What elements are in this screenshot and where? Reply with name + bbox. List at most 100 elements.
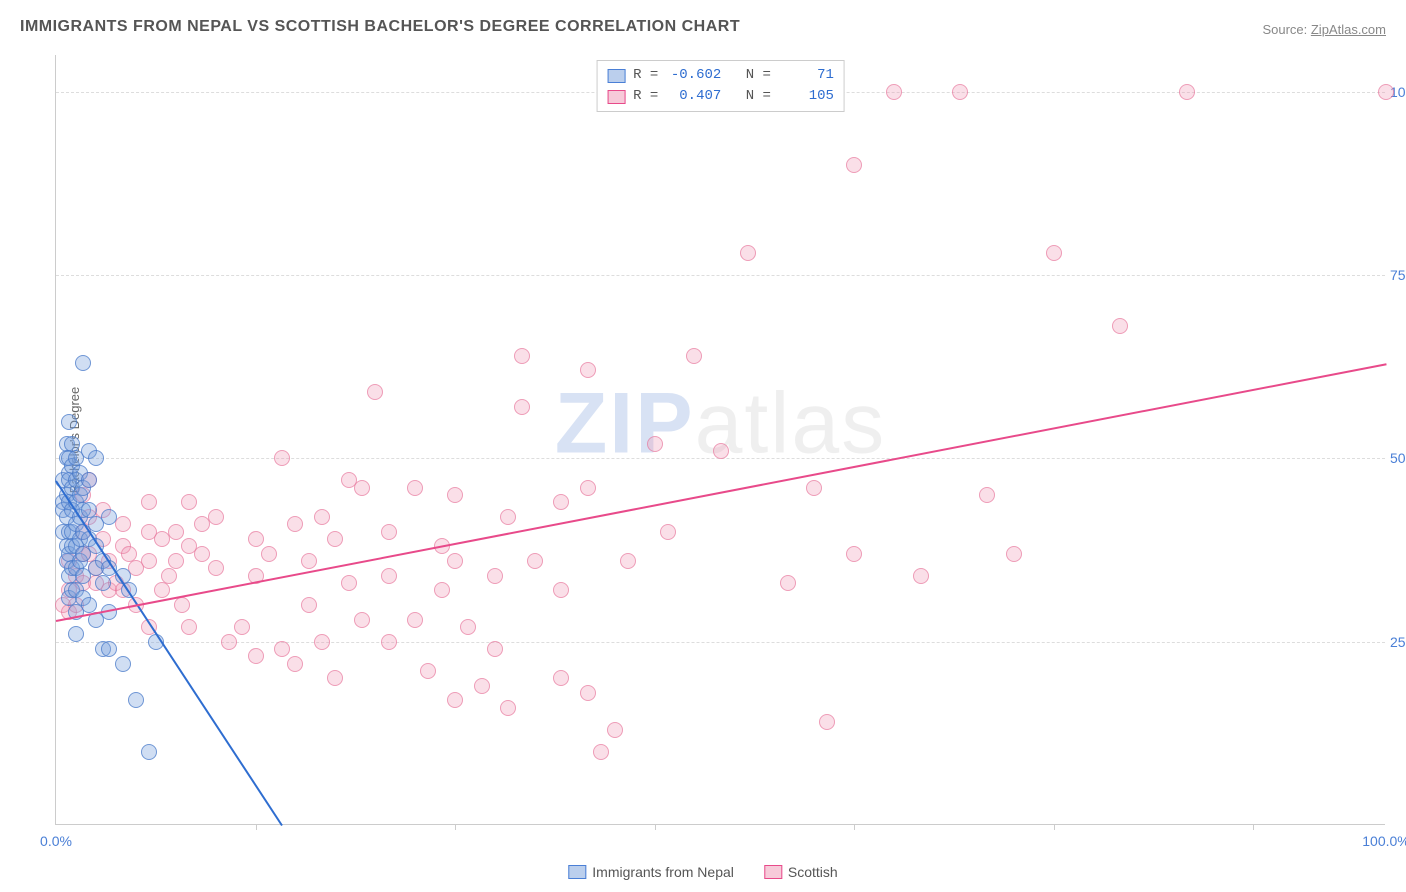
- data-point-pink: [846, 157, 862, 173]
- data-point-pink: [580, 362, 596, 378]
- x-tick: [854, 824, 855, 830]
- data-point-pink: [713, 443, 729, 459]
- data-point-pink: [161, 568, 177, 584]
- data-point-pink: [460, 619, 476, 635]
- data-point-blue: [141, 744, 157, 760]
- data-point-pink: [1112, 318, 1128, 334]
- data-point-pink: [514, 348, 530, 364]
- gridline: [56, 642, 1385, 643]
- correlation-legend: R = -0.602 N = 71 R = 0.407 N = 105: [596, 60, 845, 112]
- data-point-pink: [434, 582, 450, 598]
- legend-label-pink: Scottish: [788, 864, 838, 880]
- data-point-pink: [514, 399, 530, 415]
- data-point-pink: [846, 546, 862, 562]
- data-point-pink: [1378, 84, 1394, 100]
- data-point-blue: [101, 509, 117, 525]
- data-point-blue: [81, 472, 97, 488]
- legend-row-blue: R = -0.602 N = 71: [607, 65, 834, 86]
- legend-row-pink: R = 0.407 N = 105: [607, 86, 834, 107]
- swatch-blue: [568, 865, 586, 879]
- data-point-pink: [261, 546, 277, 562]
- r-label: R =: [633, 86, 658, 107]
- data-point-pink: [181, 494, 197, 510]
- data-point-blue: [128, 692, 144, 708]
- chart-title: IMMIGRANTS FROM NEPAL VS SCOTTISH BACHEL…: [20, 18, 740, 36]
- data-point-pink: [341, 575, 357, 591]
- data-point-pink: [447, 487, 463, 503]
- data-point-pink: [208, 560, 224, 576]
- data-point-pink: [168, 524, 184, 540]
- data-point-pink: [474, 678, 490, 694]
- data-point-pink: [487, 641, 503, 657]
- x-tick-label: 100.0%: [1362, 833, 1406, 849]
- data-point-pink: [314, 509, 330, 525]
- data-point-pink: [327, 670, 343, 686]
- swatch-pink: [607, 90, 625, 104]
- data-point-pink: [301, 553, 317, 569]
- data-point-pink: [979, 487, 995, 503]
- data-point-pink: [221, 634, 237, 650]
- gridline: [56, 275, 1385, 276]
- data-point-pink: [500, 509, 516, 525]
- data-point-pink: [274, 641, 290, 657]
- data-point-pink: [287, 656, 303, 672]
- data-point-blue: [95, 575, 111, 591]
- source-name[interactable]: ZipAtlas.com: [1311, 22, 1386, 37]
- data-point-pink: [381, 524, 397, 540]
- data-point-pink: [141, 553, 157, 569]
- data-point-pink: [740, 245, 756, 261]
- n-label: N =: [746, 65, 771, 86]
- data-point-blue: [68, 626, 84, 642]
- source-attribution: Source: ZipAtlas.com: [1262, 22, 1386, 37]
- n-label: N =: [746, 86, 771, 107]
- data-point-pink: [301, 597, 317, 613]
- data-point-pink: [607, 722, 623, 738]
- data-point-pink: [952, 84, 968, 100]
- data-point-pink: [647, 436, 663, 452]
- data-point-pink: [553, 494, 569, 510]
- data-point-pink: [314, 634, 330, 650]
- data-point-pink: [194, 546, 210, 562]
- data-point-pink: [593, 744, 609, 760]
- x-tick: [655, 824, 656, 830]
- data-point-pink: [154, 582, 170, 598]
- data-point-blue: [115, 656, 131, 672]
- data-point-blue: [75, 355, 91, 371]
- data-point-pink: [407, 612, 423, 628]
- data-point-pink: [274, 450, 290, 466]
- data-point-pink: [913, 568, 929, 584]
- x-tick: [256, 824, 257, 830]
- data-point-pink: [287, 516, 303, 532]
- legend-item-pink: Scottish: [764, 864, 838, 880]
- data-point-pink: [248, 531, 264, 547]
- scatter-chart: ZIPatlas Bachelor's Degree R = -0.602 N …: [55, 55, 1385, 825]
- data-point-blue: [61, 414, 77, 430]
- data-point-pink: [1006, 546, 1022, 562]
- data-point-pink: [580, 480, 596, 496]
- data-point-pink: [354, 480, 370, 496]
- data-point-pink: [367, 384, 383, 400]
- data-point-pink: [553, 670, 569, 686]
- data-point-pink: [487, 568, 503, 584]
- data-point-pink: [168, 553, 184, 569]
- data-point-pink: [620, 553, 636, 569]
- data-point-blue: [88, 450, 104, 466]
- data-point-pink: [181, 619, 197, 635]
- data-point-blue: [101, 641, 117, 657]
- data-point-pink: [354, 612, 370, 628]
- data-point-pink: [447, 553, 463, 569]
- swatch-blue: [607, 69, 625, 83]
- swatch-pink: [764, 865, 782, 879]
- trend-line-pink: [56, 363, 1386, 622]
- r-value-pink: 0.407: [666, 86, 721, 107]
- data-point-blue: [81, 502, 97, 518]
- data-point-pink: [234, 619, 250, 635]
- y-tick-label: 25.0%: [1390, 634, 1406, 650]
- x-tick: [1253, 824, 1254, 830]
- y-tick-label: 50.0%: [1390, 450, 1406, 466]
- data-point-pink: [886, 84, 902, 100]
- n-value-blue: 71: [779, 65, 834, 86]
- data-point-pink: [806, 480, 822, 496]
- legend-label-blue: Immigrants from Nepal: [592, 864, 734, 880]
- n-value-pink: 105: [779, 86, 834, 107]
